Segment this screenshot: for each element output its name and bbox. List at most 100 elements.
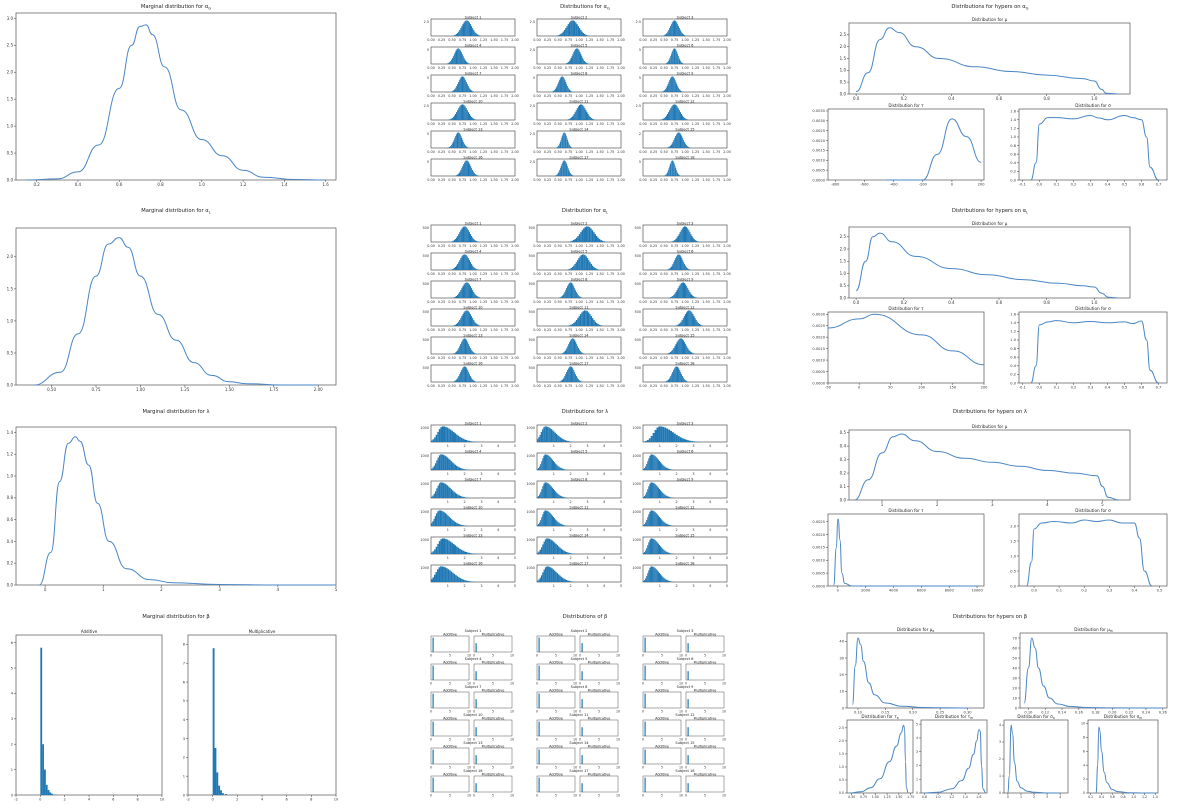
histogram-bar [456,174,458,176]
histogram-bar [581,56,583,64]
histogram-bar [574,340,576,354]
x-tick-label: 0.2 [901,300,908,305]
histogram-bar [577,106,579,120]
histogram-bar [654,568,656,582]
histogram-bar [568,441,570,442]
histogram-bar [643,552,645,554]
histogram-bar [575,262,577,270]
histogram-bar [665,88,666,92]
histogram-bar [474,31,476,36]
histogram-bar [446,457,449,470]
histogram-bar [225,794,227,795]
x-tick-label: 5 [492,654,494,658]
histogram-bar [457,84,459,92]
y-tick-label: 0 [1083,791,1085,795]
x-tick-label: 1.50 [490,384,498,388]
subplot-title: Subject 3 [677,422,694,426]
x-tick-label: 2 [676,444,678,448]
subplot-title: Multiplicative [249,629,276,634]
histogram-bar [663,465,665,470]
histogram-bar [453,89,455,92]
histogram-bar [574,372,576,382]
histogram-bar [456,434,458,442]
subplot-frame [642,564,728,583]
histogram-bar [678,56,679,64]
x-tick-label: 0.00 [533,150,541,154]
histogram-bar [648,542,650,554]
histogram-bar [541,489,543,498]
x-tick-label: 0.24 [1142,711,1151,715]
histogram-bar [685,380,687,382]
axes-frame [827,108,985,181]
histogram-bar [581,643,583,652]
x-tick-label: 1.50 [702,384,710,388]
y-tick-label: 1000 [632,482,641,486]
axes-frame [846,719,914,794]
y-tick-label: 1000 [420,426,429,430]
x-tick-label: 2 [570,528,572,532]
y-tick-label: 0.8 [1010,347,1016,351]
x-tick-label: 0.1 [1054,386,1060,390]
x-tick-label: 0.75 [565,272,573,276]
histogram-bar [460,318,462,326]
pair-label: Multiplicative [482,717,505,721]
histogram-bar [567,61,569,64]
x-tick-label: 0 [536,682,538,686]
histogram-bar [643,468,645,470]
histogram-bar [558,171,560,176]
histogram-bar [684,314,686,326]
histogram-bar [441,510,443,526]
histogram-bar [454,266,456,270]
histogram-bar [683,316,685,326]
histogram-bar [573,322,575,326]
histogram-bar [656,542,658,554]
x-tick-label: 1.25 [692,244,700,248]
x-tick-label: 1.50 [490,94,498,98]
histogram-bar [569,144,570,148]
histogram-bar [465,80,467,92]
histogram-bar [660,574,662,582]
x-tick-label: 1.6 [322,182,329,187]
density-line [26,24,326,181]
density-line [39,436,336,586]
histogram-bar [588,115,590,120]
histogram-bar [561,164,563,176]
histogram-bar [683,439,686,442]
histogram-bar [683,262,685,270]
histogram-bar [675,21,677,36]
histogram-bar [573,370,575,382]
histogram-bar [581,230,584,242]
histogram-bar [664,116,666,120]
histogram-bar [561,468,563,470]
chart-title: Distribution for αL [562,208,609,214]
histogram-bar [457,494,459,498]
histogram-bar [475,643,477,652]
histogram-bar [560,523,562,526]
subplot-title: Subject 11 [569,713,588,717]
histogram-bar [568,142,569,148]
subplot-title: Distribution for τ [888,103,924,108]
x-tick-label: 0.2 [901,96,908,101]
histogram-bar [570,21,572,36]
x-tick-label: 10 [467,766,471,770]
subplot-title: Subject 15 [675,534,694,538]
subplot-title: Subject 18 [675,156,695,160]
histogram-bar [666,86,668,92]
histogram-bar [662,548,664,554]
subplot-title: Subject 13 [463,334,482,338]
x-tick-label: 10 [467,710,471,714]
x-tick-label: 0.00 [639,356,647,360]
y-tick-label: 2.5 [636,104,641,108]
subplot-frame [430,336,516,355]
x-tick-label: 2.00 [511,38,519,42]
histogram-bar [657,487,659,498]
histogram-bar [663,493,665,498]
x-tick-label: 4 [88,798,91,802]
histogram-bar [644,777,646,792]
y-tick-label: 0.3 [840,457,847,462]
histogram-bar [469,164,471,176]
histogram-bar [453,35,455,36]
histogram-bar [467,86,469,92]
x-tick-label: 1.00 [469,66,477,70]
histogram-bar [469,262,472,270]
